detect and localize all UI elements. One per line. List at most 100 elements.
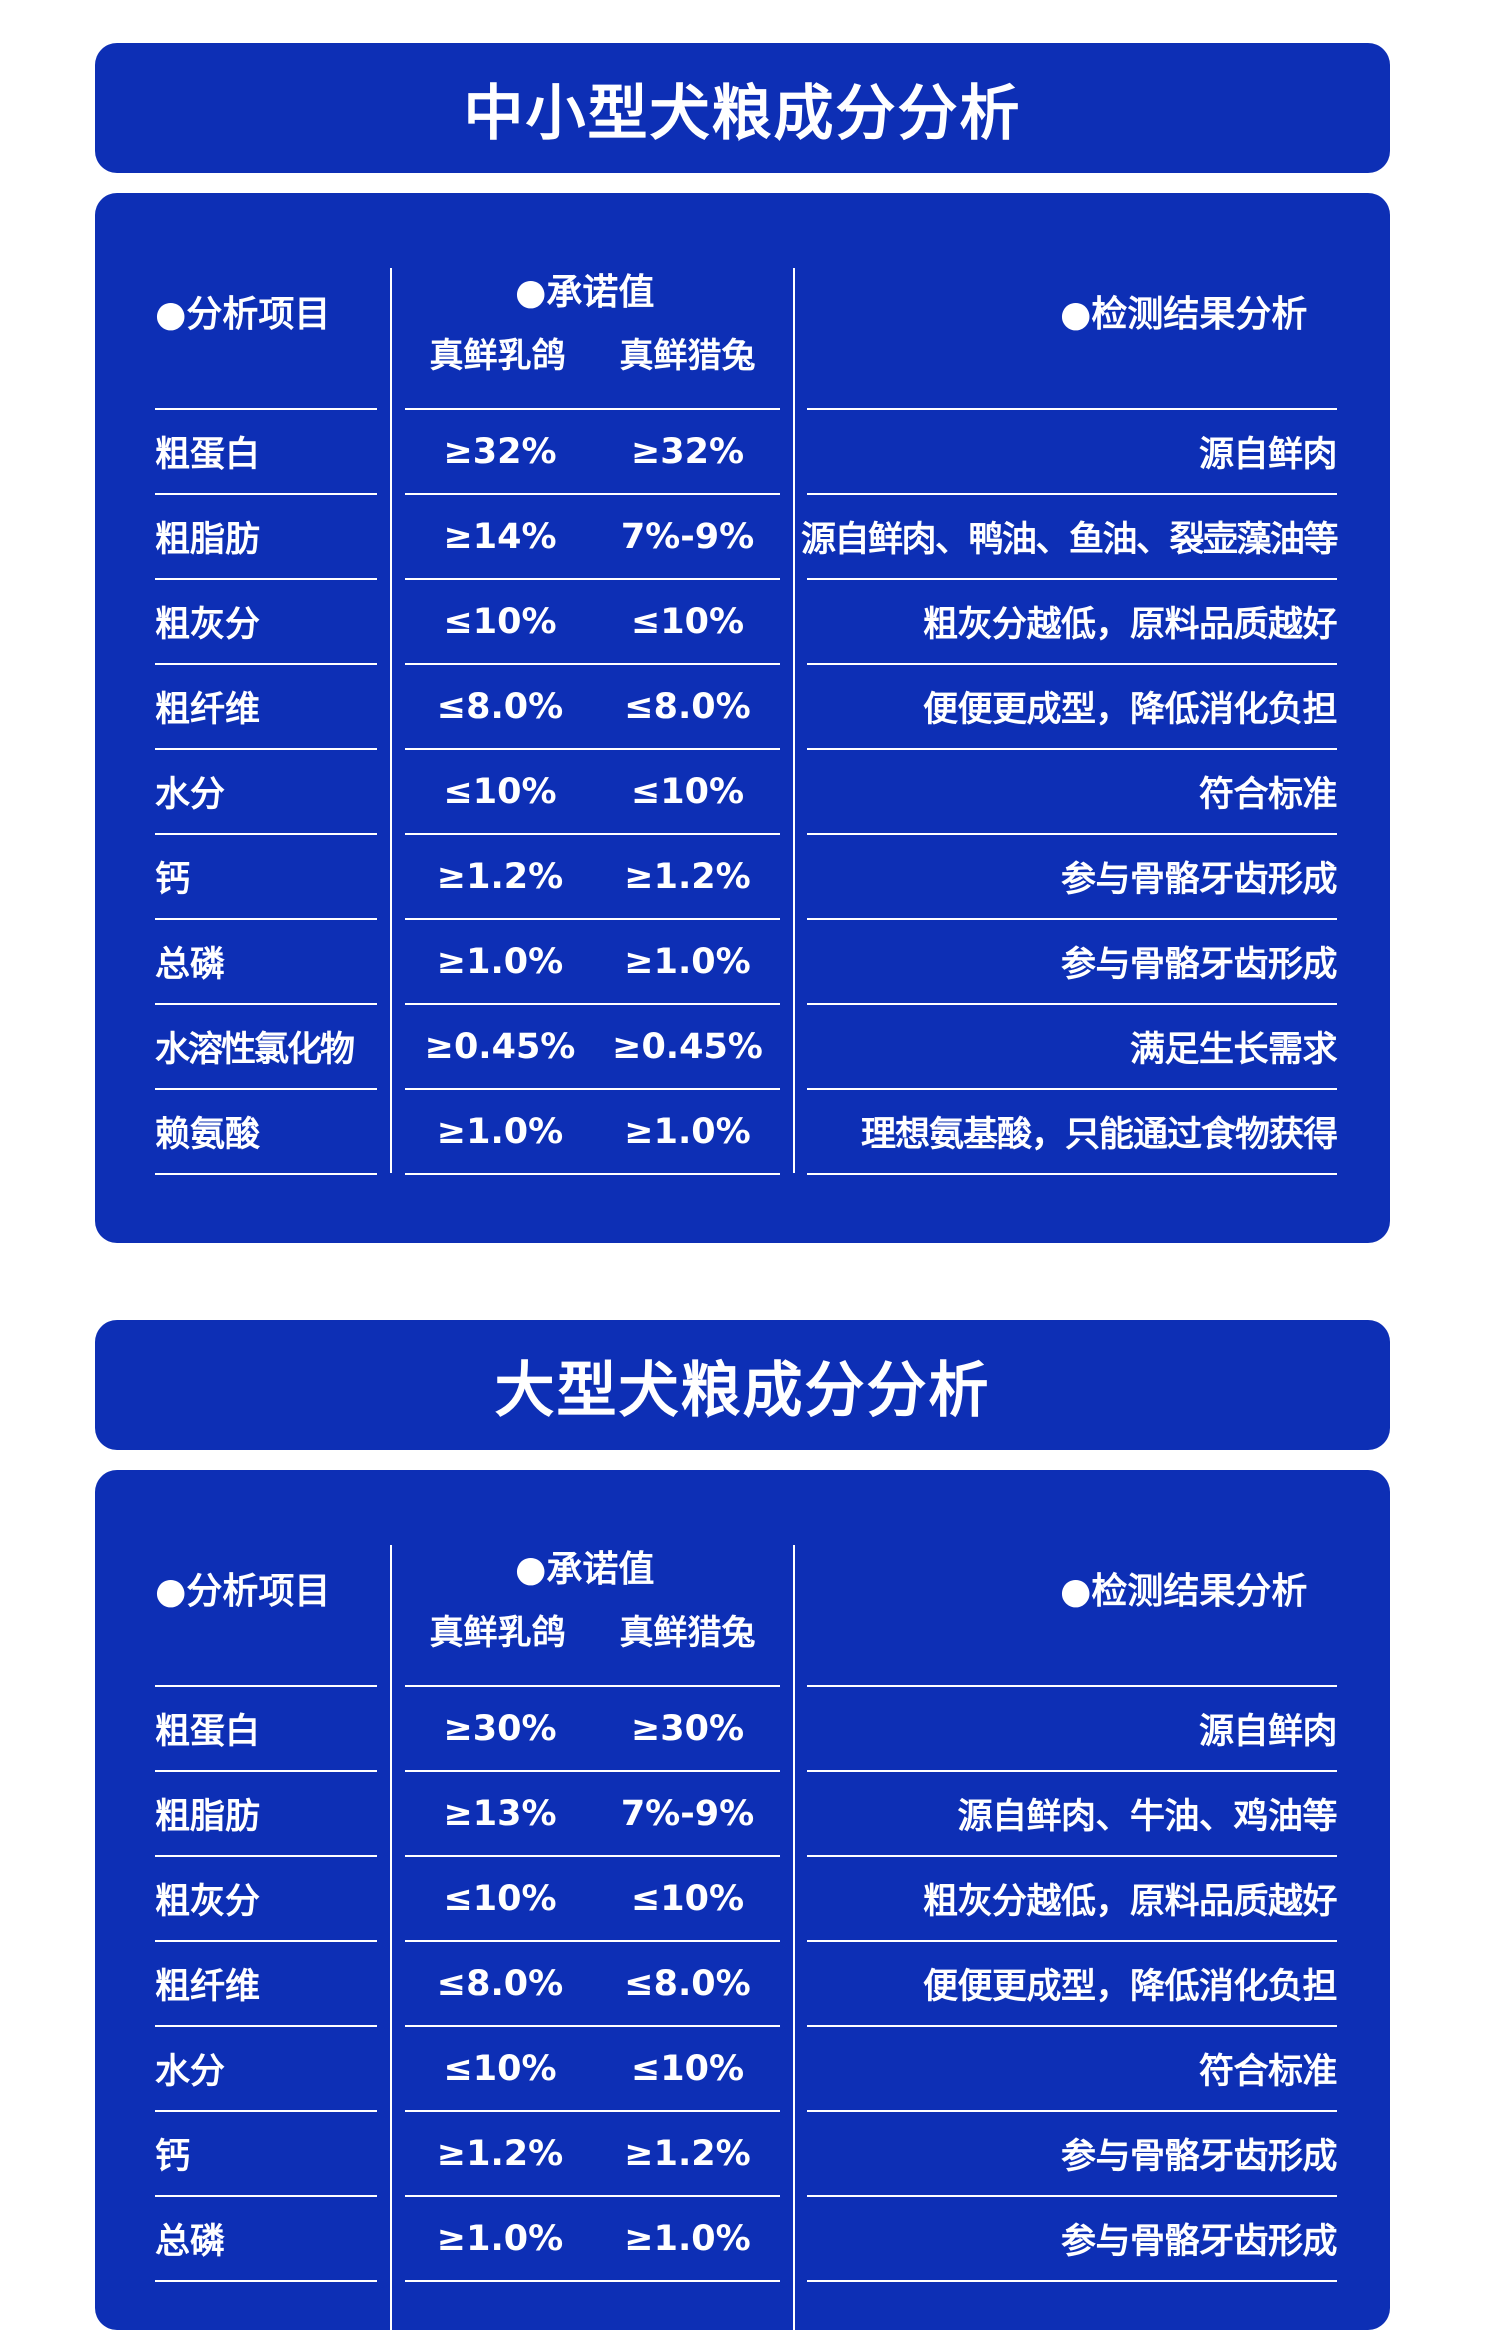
cell-value-1: ≥1.2% [405, 2110, 595, 2195]
cell-item: 水分 [155, 2025, 377, 2110]
table-row: 粗脂肪 ≥13% 7%-9% 源自鲜肉、牛油、鸡油等 [95, 1770, 1390, 1855]
cell-result: 源自鲜肉 [807, 1685, 1338, 1770]
cell-value-1: ≤8.0% [405, 663, 595, 748]
table-row: 总磷 ≥1.0% ≥1.0% 参与骨骼牙齿形成 [95, 918, 1390, 1003]
cell-value-2: ≤8.0% [595, 663, 780, 748]
cell-item: 粗蛋白 [155, 408, 377, 493]
cell-value-2: 7%-9% [595, 493, 780, 578]
cell-result: 参与骨骼牙齿形成 [807, 2110, 1338, 2195]
table-row: 粗脂肪 ≥14% 7%-9% 源自鲜肉、鸭油、鱼油、裂壶藻油等 [95, 493, 1390, 578]
cell-result: 源自鲜肉、鸭油、鱼油、裂壶藻油等 [801, 493, 1339, 578]
cell-value-2: ≥30% [595, 1685, 780, 1770]
table-body: 粗蛋白 ≥30% ≥30% 源自鲜肉 粗脂肪 ≥13% 7%-9% 源自鲜肉、牛… [95, 1685, 1390, 2280]
table-bottom-line [155, 1173, 377, 1175]
cell-item: 粗脂肪 [155, 493, 377, 578]
cell-value-2: ≥1.0% [595, 1088, 780, 1173]
cell-item: 钙 [155, 833, 377, 918]
table-row: 粗灰分 ≤10% ≤10% 粗灰分越低，原料品质越好 [95, 1855, 1390, 1940]
cell-value-1: ≥14% [405, 493, 595, 578]
cell-value-2: ≤10% [595, 1855, 780, 1940]
cell-value-2: ≥32% [595, 408, 780, 493]
cell-item: 粗纤维 [155, 663, 377, 748]
cell-result: 便便更成型，降低消化负担 [807, 1940, 1338, 2025]
analysis-table-panel: ●分析项目 ●承诺值 真鲜乳鸽 真鲜猎兔 ●检测结果分析 粗蛋白 ≥32% ≥3… [95, 193, 1390, 1243]
cell-item: 粗纤维 [155, 1940, 377, 2025]
cell-item: 钙 [155, 2110, 377, 2195]
cell-item: 总磷 [155, 2195, 377, 2280]
section-title: 中小型犬粮成分分析 [463, 78, 1022, 149]
cell-result: 满足生长需求 [807, 1003, 1338, 1088]
table-row: 水溶性氯化物 ≥0.45% ≥0.45% 满足生长需求 [95, 1003, 1390, 1088]
cell-value-2: ≥1.0% [595, 918, 780, 1003]
cell-result: 理想氨基酸，只能通过食物获得 [807, 1088, 1338, 1173]
header-variant-2: 真鲜猎兔 [619, 1613, 756, 1653]
cell-value-1: ≤8.0% [405, 1940, 595, 2025]
column-divider [793, 1545, 795, 2330]
table-bottom-line [807, 2280, 1337, 2282]
cell-result: 符合标准 [807, 748, 1338, 833]
table-row: 钙 ≥1.2% ≥1.2% 参与骨骼牙齿形成 [95, 833, 1390, 918]
cell-value-2: ≤8.0% [595, 1940, 780, 2025]
cell-value-1: ≥1.2% [405, 833, 595, 918]
cell-result: 源自鲜肉、牛油、鸡油等 [807, 1770, 1338, 1855]
analysis-table-panel: ●分析项目 ●承诺值 真鲜乳鸽 真鲜猎兔 ●检测结果分析 粗蛋白 ≥30% ≥3… [95, 1470, 1390, 2330]
table-bottom-line [405, 1173, 780, 1175]
cell-item: 粗脂肪 [155, 1770, 377, 1855]
cell-value-1: ≥32% [405, 408, 595, 493]
header-result: ●检测结果分析 [1060, 1571, 1308, 1612]
cell-result: 参与骨骼牙齿形成 [807, 2195, 1338, 2280]
section-title-bar: 大型犬粮成分分析 [95, 1320, 1390, 1450]
cell-value-2: ≤10% [595, 2025, 780, 2110]
header-item: ●分析项目 [155, 1571, 331, 1612]
cell-item: 粗灰分 [155, 578, 377, 663]
cell-value-2: ≥0.45% [595, 1003, 780, 1088]
header-variant-2: 真鲜猎兔 [619, 336, 756, 376]
cell-result: 源自鲜肉 [807, 408, 1338, 493]
table-row: 粗纤维 ≤8.0% ≤8.0% 便便更成型，降低消化负担 [95, 1940, 1390, 2025]
cell-item: 粗灰分 [155, 1855, 377, 1940]
column-divider [390, 268, 392, 1173]
header-item: ●分析项目 [155, 294, 331, 335]
cell-value-1: ≤10% [405, 748, 595, 833]
cell-value-2: ≤10% [595, 578, 780, 663]
section-title: 大型犬粮成分分析 [494, 1355, 991, 1426]
header-promise: ●承诺值 [515, 1549, 655, 1590]
column-divider [793, 268, 795, 1173]
table-row: 总磷 ≥1.0% ≥1.0% 参与骨骼牙齿形成 [95, 2195, 1390, 2280]
cell-value-1: ≥30% [405, 1685, 595, 1770]
header-variant-1: 真鲜乳鸽 [429, 1613, 566, 1653]
table-row: 粗蛋白 ≥32% ≥32% 源自鲜肉 [95, 408, 1390, 493]
cell-result: 参与骨骼牙齿形成 [807, 918, 1338, 1003]
cell-result: 粗灰分越低，原料品质越好 [807, 1855, 1338, 1940]
cell-value-1: ≥0.45% [405, 1003, 595, 1088]
cell-item: 水分 [155, 748, 377, 833]
cell-result: 符合标准 [807, 2025, 1338, 2110]
cell-value-2: ≥1.0% [595, 2195, 780, 2280]
cell-value-1: ≤10% [405, 2025, 595, 2110]
table-row: 粗蛋白 ≥30% ≥30% 源自鲜肉 [95, 1685, 1390, 1770]
section-title-bar: 中小型犬粮成分分析 [95, 43, 1390, 173]
table-bottom-line [807, 1173, 1337, 1175]
header-variant-1: 真鲜乳鸽 [429, 336, 566, 376]
cell-value-1: ≥1.0% [405, 2195, 595, 2280]
cell-value-1: ≤10% [405, 1855, 595, 1940]
table-row: 钙 ≥1.2% ≥1.2% 参与骨骼牙齿形成 [95, 2110, 1390, 2195]
cell-value-1: ≥1.0% [405, 1088, 595, 1173]
cell-result: 便便更成型，降低消化负担 [807, 663, 1338, 748]
table-body: 粗蛋白 ≥32% ≥32% 源自鲜肉 粗脂肪 ≥14% 7%-9% 源自鲜肉、鸭… [95, 408, 1390, 1173]
table-row: 水分 ≤10% ≤10% 符合标准 [95, 748, 1390, 833]
cell-item: 粗蛋白 [155, 1685, 377, 1770]
cell-value-2: ≥1.2% [595, 2110, 780, 2195]
header-promise: ●承诺值 [515, 272, 655, 313]
table-bottom-line [405, 2280, 780, 2282]
table-bottom-line [155, 2280, 377, 2282]
cell-result: 粗灰分越低，原料品质越好 [807, 578, 1338, 663]
cell-item: 赖氨酸 [155, 1088, 377, 1173]
table-row: 粗灰分 ≤10% ≤10% 粗灰分越低，原料品质越好 [95, 578, 1390, 663]
cell-value-1: ≥13% [405, 1770, 595, 1855]
cell-value-2: ≤10% [595, 748, 780, 833]
column-divider [390, 1545, 392, 2330]
cell-value-2: 7%-9% [595, 1770, 780, 1855]
cell-item: 水溶性氯化物 [155, 1003, 377, 1088]
table-row: 水分 ≤10% ≤10% 符合标准 [95, 2025, 1390, 2110]
